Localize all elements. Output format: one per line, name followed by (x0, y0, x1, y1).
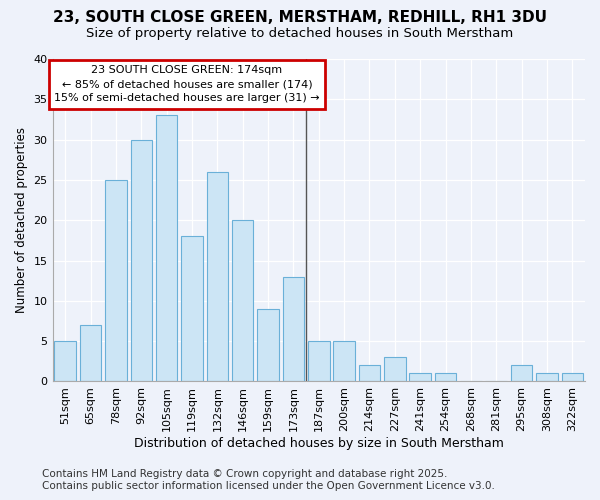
Bar (206, 172, 228, 382)
Text: 23, SOUTH CLOSE GREEN, MERSTHAM, REDHILL, RH1 3DU: 23, SOUTH CLOSE GREEN, MERSTHAM, REDHILL… (53, 10, 547, 25)
Bar (511, 366, 532, 382)
Bar (359, 366, 380, 382)
Bar (562, 374, 583, 382)
Y-axis label: Number of detached properties: Number of detached properties (15, 127, 28, 313)
Bar (232, 220, 253, 382)
Bar (55, 341, 76, 382)
Text: Size of property relative to detached houses in South Merstham: Size of property relative to detached ho… (86, 28, 514, 40)
Text: 23 SOUTH CLOSE GREEN: 174sqm
← 85% of detached houses are smaller (174)
15% of s: 23 SOUTH CLOSE GREEN: 174sqm ← 85% of de… (54, 66, 320, 104)
Bar (181, 236, 203, 382)
Bar (536, 374, 558, 382)
Bar (409, 374, 431, 382)
Bar (131, 140, 152, 382)
X-axis label: Distribution of detached houses by size in South Merstham: Distribution of detached houses by size … (134, 437, 504, 450)
Text: Contains HM Land Registry data © Crown copyright and database right 2025.
Contai: Contains HM Land Registry data © Crown c… (42, 470, 495, 491)
Bar (283, 276, 304, 382)
Bar (334, 341, 355, 382)
Bar (435, 374, 457, 382)
Bar (308, 341, 329, 382)
Bar (105, 180, 127, 382)
Bar (80, 325, 101, 382)
Bar (156, 116, 178, 382)
Bar (384, 358, 406, 382)
Bar (257, 309, 279, 382)
